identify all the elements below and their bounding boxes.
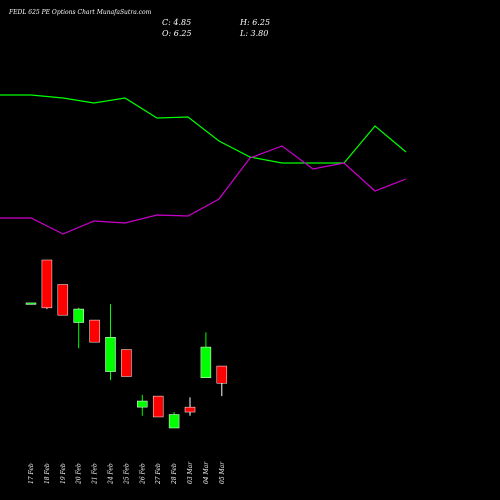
date-label: 17 Feb <box>28 463 35 484</box>
candle-body <box>200 346 212 378</box>
candle-body <box>105 337 116 372</box>
date-label: 20 Feb <box>76 463 83 485</box>
open-value: O: 6.25 <box>162 29 192 38</box>
candle-body <box>57 284 69 316</box>
low-value: L: 3.80 <box>240 29 269 38</box>
candle-body <box>89 319 100 343</box>
date-label: 24 Feb <box>108 463 115 485</box>
candle-body <box>73 308 84 323</box>
candle-body <box>137 400 148 408</box>
candle-body <box>216 365 228 384</box>
date-label: 28 Feb <box>171 463 178 485</box>
indicator-lines <box>0 94 407 235</box>
green-line <box>0 94 407 164</box>
date-label: 21 Feb <box>92 463 99 485</box>
candle-body <box>25 302 37 305</box>
date-label: 03 Mar <box>187 461 194 484</box>
date-label: 27 Feb <box>155 463 162 485</box>
date-label: 18 Feb <box>44 463 51 484</box>
high-value: H: 6.25 <box>240 18 271 27</box>
close-value: C: 4.85 <box>162 18 192 27</box>
candle-body <box>41 259 53 309</box>
candles <box>25 259 228 429</box>
date-label: 25 Feb <box>123 463 130 485</box>
candle-body <box>184 406 196 413</box>
candle-body <box>168 414 180 429</box>
candle-body <box>152 395 164 418</box>
candle-body <box>121 349 132 377</box>
chart-title: FEDL 625 PE Options Chart MunafaSutra.co… <box>9 9 152 16</box>
date-labels: 17 Feb 18 Feb 19 Feb 20 Feb 21 Feb 24 Feb 25 F… <box>28 461 226 485</box>
date-label: 19 Feb <box>60 463 67 484</box>
magenta-line <box>0 145 407 235</box>
date-label: 05 Mar <box>219 461 226 484</box>
date-label: 04 Mar <box>203 461 210 484</box>
date-label: 26 Feb <box>139 463 146 485</box>
